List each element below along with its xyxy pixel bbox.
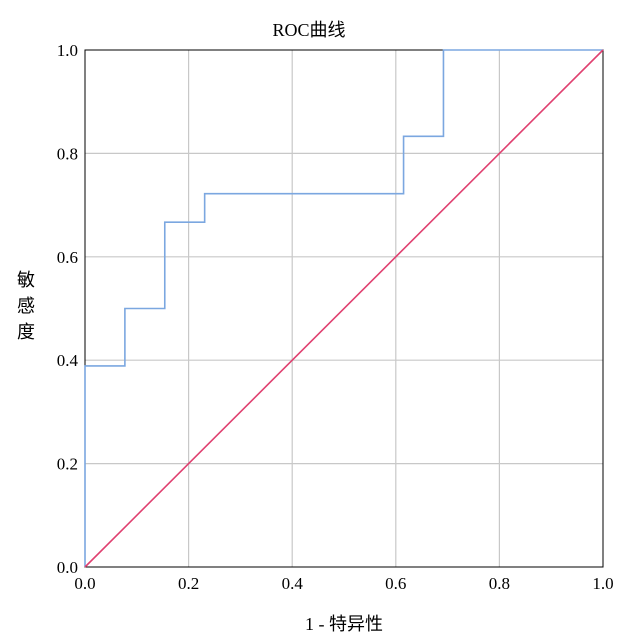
y-tick-label: 0.4 xyxy=(57,351,79,370)
y-tick-label: 0.0 xyxy=(57,558,78,577)
x-tick-label: 0.2 xyxy=(178,574,199,593)
y-axis-label-char: 感 xyxy=(17,296,35,316)
y-tick-label: 0.2 xyxy=(57,455,78,474)
x-tick-label: 1.0 xyxy=(592,574,613,593)
x-tick-labels: 0.0 0.2 0.4 0.6 0.8 1.0 xyxy=(74,574,613,593)
series-group xyxy=(84,49,604,568)
x-tick-label: 0.6 xyxy=(385,574,406,593)
x-axis-label: 1 - 特异性 xyxy=(305,614,383,634)
roc-curve-line xyxy=(84,49,603,567)
x-tick-label: 0.0 xyxy=(74,574,95,593)
x-tick-label: 0.8 xyxy=(489,574,510,593)
grid-lines xyxy=(85,50,603,567)
y-tick-label: 0.8 xyxy=(57,144,78,163)
reference-diagonal-line xyxy=(84,49,604,568)
y-tick-labels: 0.0 0.2 0.4 0.6 0.8 1.0 xyxy=(57,41,79,577)
y-axis-label-char: 度 xyxy=(17,322,35,342)
plot-frame xyxy=(84,49,604,568)
y-axis-label: 敏感度 xyxy=(17,270,35,342)
y-tick-label: 1.0 xyxy=(57,41,78,60)
chart-title: ROC曲线 xyxy=(272,20,345,40)
y-tick-label: 0.6 xyxy=(57,248,78,267)
x-tick-label: 0.4 xyxy=(282,574,304,593)
y-axis-label-char: 敏 xyxy=(17,270,35,290)
